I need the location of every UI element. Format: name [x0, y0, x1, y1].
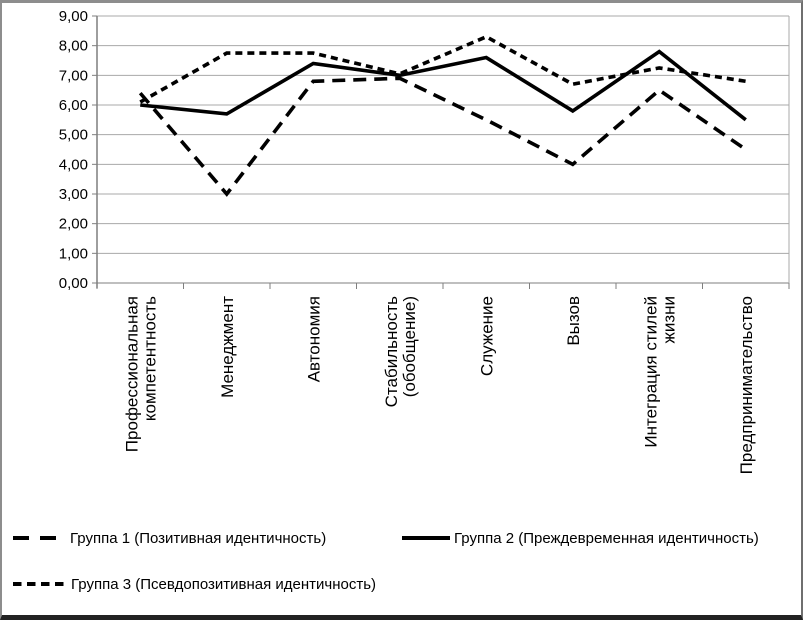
x-category-label-line: (обобщение) — [400, 296, 419, 397]
x-category-label: Профессиональная компетентность — [122, 296, 159, 452]
y-tick-label: 9,00 — [59, 8, 88, 25]
y-tick-label: 2,00 — [59, 216, 88, 233]
x-category-label: Стабильность (обобщение) — [382, 296, 419, 407]
y-tick-label: 6,00 — [59, 97, 88, 114]
y-tick-label: 0,00 — [59, 275, 88, 292]
y-tick-label: 7,00 — [59, 67, 88, 84]
y-tick-label: 3,00 — [59, 186, 88, 203]
series-line-1 — [138, 76, 747, 197]
career-anchors-line-chart: 0,00 1,00 2,00 3,00 4,00 5,00 6,00 7,00 8,00 9,00… — [59, 8, 790, 474]
series-line-3 — [139, 34, 747, 104]
series-line-2 — [140, 49, 747, 122]
x-category-label-line: Стабильность — [382, 296, 401, 407]
x-category-label: Вызов — [564, 296, 583, 346]
x-category-label-line: Вызов — [564, 296, 583, 346]
x-category-label-line: Профессиональная — [122, 296, 141, 452]
x-category-label: Менеджмент — [218, 296, 237, 398]
x-category-label: Служение — [477, 296, 496, 376]
x-category-label: Интеграция стилей жизни — [641, 296, 678, 448]
x-category-label-line: Интеграция стилей — [641, 296, 660, 448]
x-category-label-line: Служение — [477, 296, 496, 376]
x-category-label-line: Менеджмент — [218, 296, 237, 398]
legend-label-group3: Группа 3 (Псевдопозитивная идентичность) — [71, 575, 377, 593]
legend-item-group2: Группа 2 (Преждевременная идентичность) — [401, 527, 759, 549]
legend-label-group1: Группа 1 (Позитивная идентичность) — [70, 529, 327, 547]
legend-item-group1: Группа 1 (Позитивная идентичность) — [12, 527, 326, 549]
x-category-label: Автономия — [304, 296, 323, 382]
x-category-label-line: Автономия — [304, 296, 323, 382]
legend-marker-solid — [402, 536, 450, 540]
legend-label-group2: Группа 2 (Преждевременная идентичность) — [454, 529, 759, 547]
x-category-label: Предпринимательство — [737, 296, 756, 474]
x-category-label-line: жизни — [659, 296, 678, 344]
y-tick-label: 4,00 — [59, 156, 88, 173]
legend-marker-short-dash — [13, 582, 64, 586]
x-category-label-line: компетентность — [140, 296, 159, 421]
x-category-label-line: Предпринимательство — [737, 296, 756, 474]
legend-marker-long-dash — [13, 536, 57, 540]
y-tick-label: 8,00 — [59, 38, 88, 55]
legend-item-group3: Группа 3 (Псевдопозитивная идентичность) — [12, 573, 376, 595]
y-tick-label: 1,00 — [59, 245, 88, 262]
y-tick-label: 5,00 — [59, 127, 88, 144]
